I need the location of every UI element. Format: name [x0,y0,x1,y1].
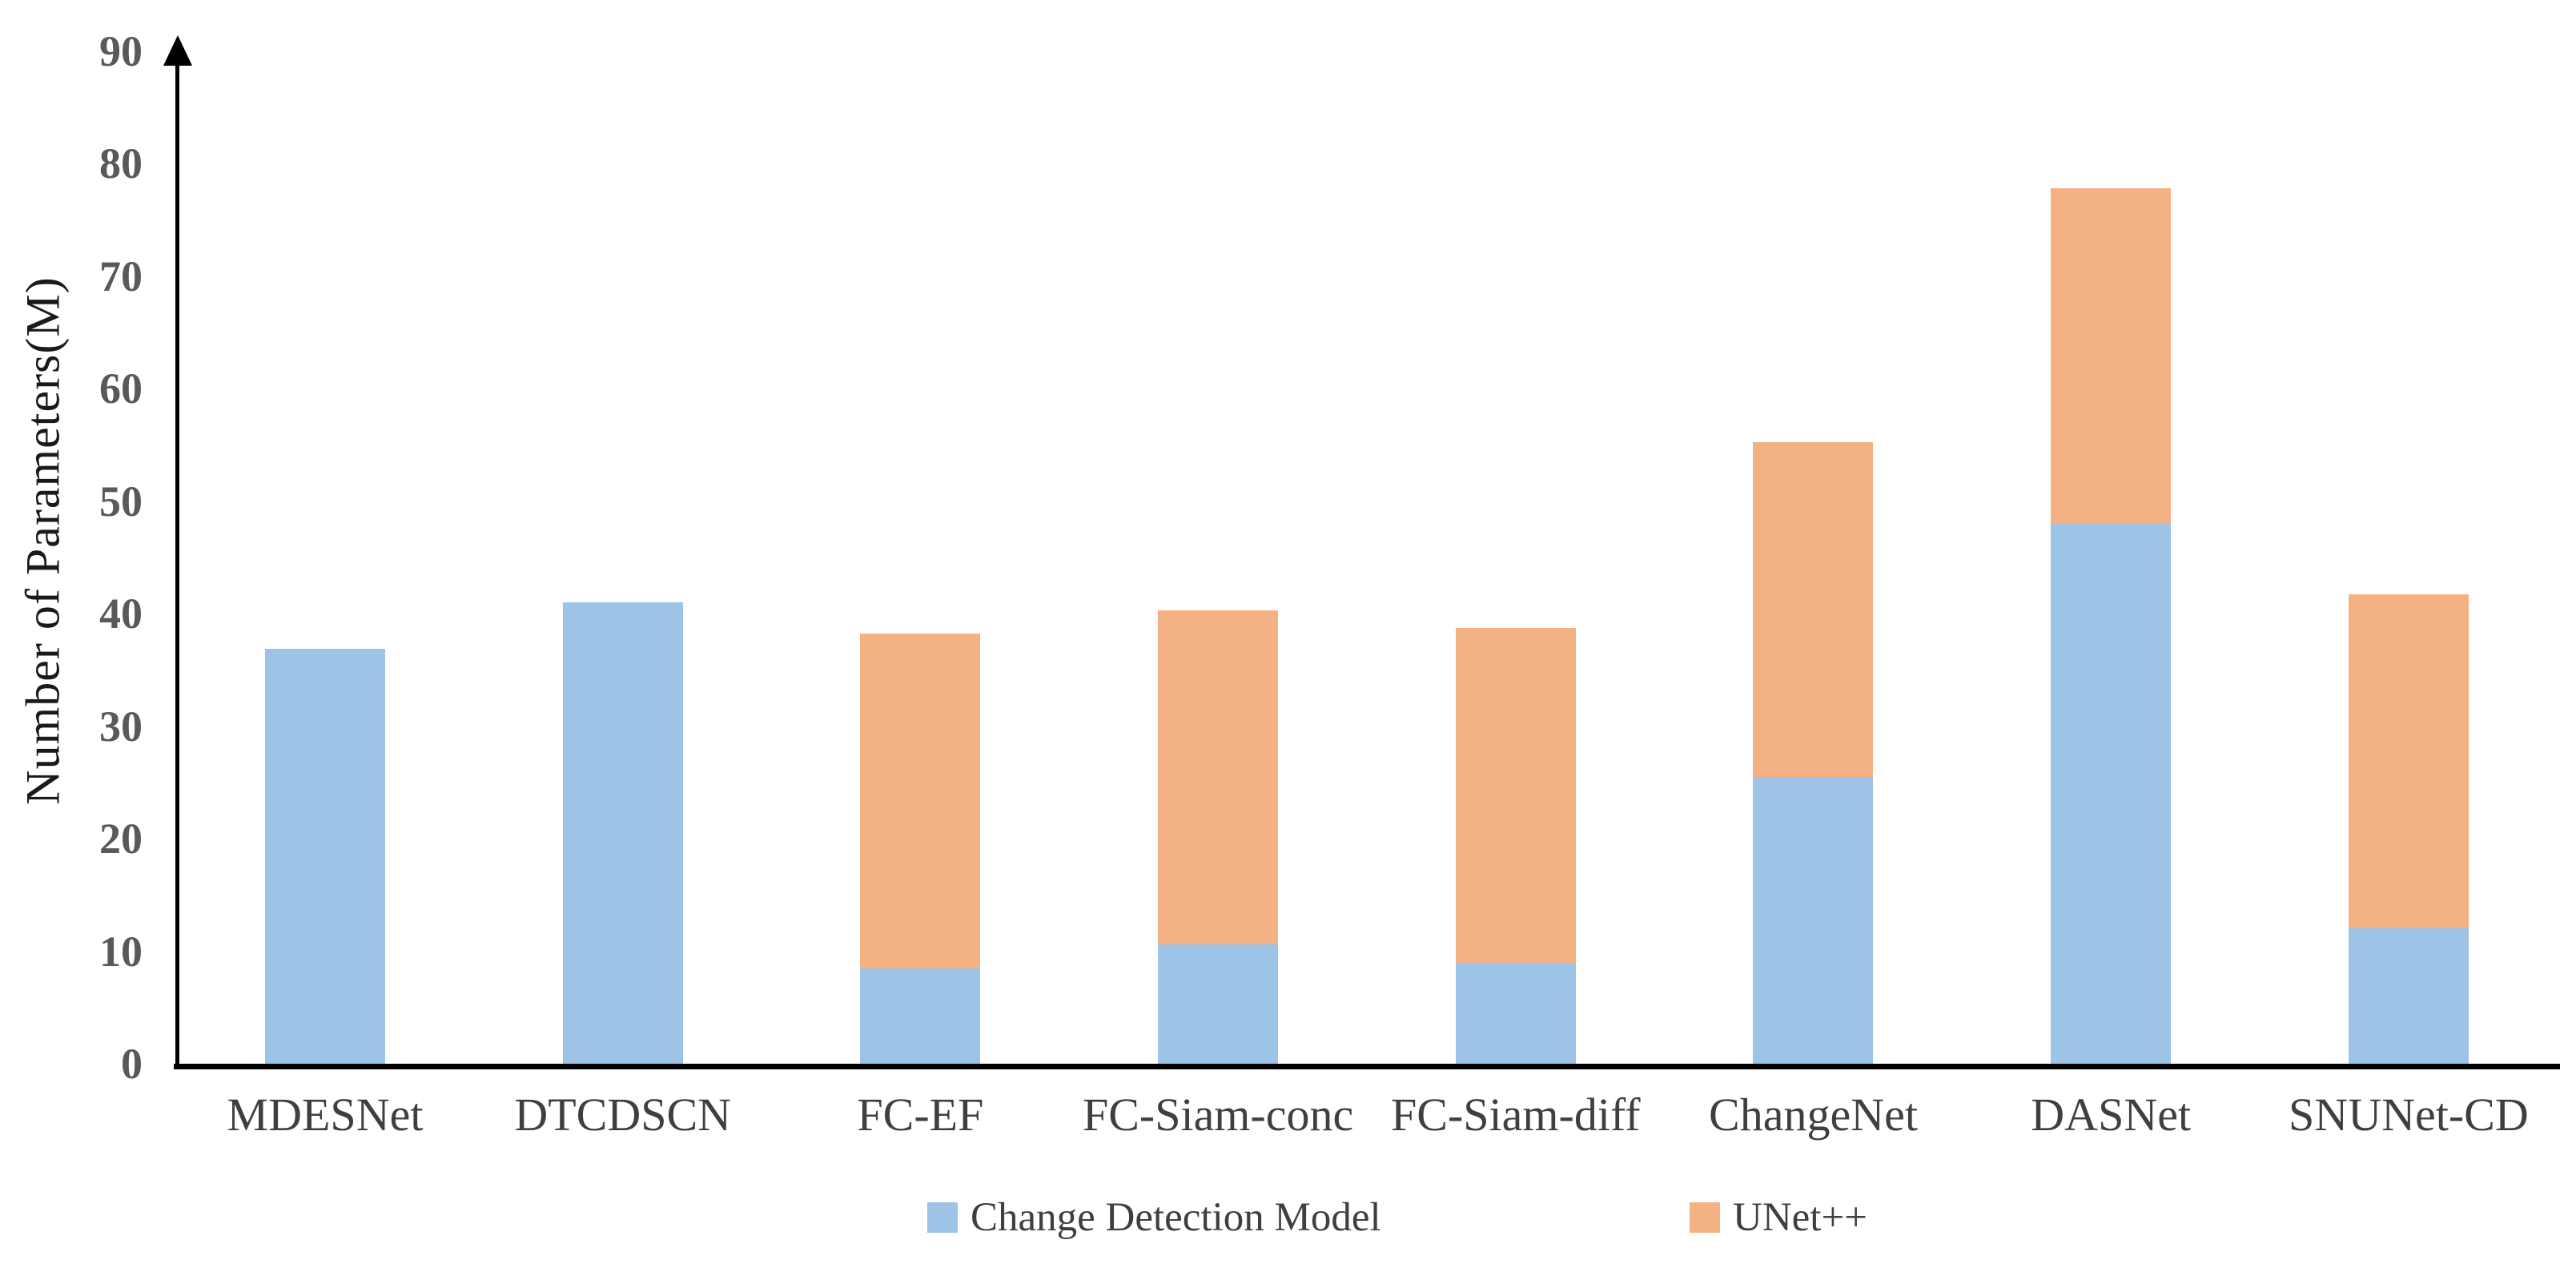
bar-dasnet [2051,187,2172,1064]
bar-dtcdscn [562,602,683,1064]
category-label-dtcdscn: DTCDSCN [514,1089,732,1141]
bar-segment-change-detection-model-dasnet [2051,523,2172,1064]
bar-segment-unet-dasnet [2051,187,2172,524]
bar-segment-change-detection-model-dtcdscn [562,602,683,1064]
y-tick-label: 20 [99,815,143,863]
y-tick-label: 0 [121,1040,143,1088]
category-label-changenet: ChangeNet [1709,1089,1918,1141]
y-axis-line [175,62,179,1066]
bar-segment-unet-changenet [1753,442,1874,777]
category-label-fc-siam-conc: FC-Siam-conc [1082,1089,1354,1141]
bar-segment-change-detection-model-fc-siam-diff [1455,962,1576,1064]
bar-segment-change-detection-model-fc-ef [860,968,981,1064]
category-label-mdesnet: MDESNet [227,1089,424,1141]
y-tick-label: 40 [99,590,143,638]
legend-swatch-unetpp-icon [1690,1202,1720,1233]
legend-label: UNet++ [1733,1195,1867,1240]
y-tick-label: 30 [99,702,143,751]
bar-segment-change-detection-model-fc-siam-conc [1157,944,1278,1064]
bar-fc-ef [860,634,981,1064]
bar-changenet [1753,442,1874,1064]
x-axis-line [174,1064,2560,1069]
y-tick-label: 90 [99,26,143,75]
category-label-fc-siam-diff: FC-Siam-diff [1391,1089,1641,1141]
bar-segment-unet-fc-ef [860,634,981,968]
category-label-dasnet: DASNet [2031,1089,2192,1141]
y-tick-label: 60 [99,364,143,413]
bar-snunet-cd [2348,594,2469,1064]
y-tick-label: 80 [99,139,143,187]
bar-segment-unet-fc-siam-diff [1455,628,1576,963]
legend-item-unetpp: UNet++ [1690,1195,1867,1240]
y-tick-label: 50 [99,477,143,525]
bar-mdesnet [264,648,385,1064]
bar-segment-unet-snunet-cd [2348,594,2469,929]
bar-segment-change-detection-model-mdesnet [264,648,385,1064]
bar-fc-siam-diff [1455,628,1576,1064]
bar-segment-unet-fc-siam-conc [1157,610,1278,945]
category-label-fc-ef: FC-EF [857,1089,984,1141]
y-tick-label: 10 [99,927,143,976]
legend-item-change-detection-model: Change Detection Model [927,1195,1381,1240]
y-axis-arrowhead-icon [163,35,192,66]
bar-segment-change-detection-model-changenet [1753,776,1874,1064]
legend-swatch-change-detection-model-icon [927,1202,958,1233]
bar-fc-siam-conc [1157,610,1278,1064]
bar-segment-change-detection-model-snunet-cd [2348,928,2469,1064]
legend-label: Change Detection Model [971,1195,1381,1240]
y-tick-label: 70 [99,252,143,300]
category-label-snunet-cd: SNUNet-CD [2289,1089,2529,1141]
